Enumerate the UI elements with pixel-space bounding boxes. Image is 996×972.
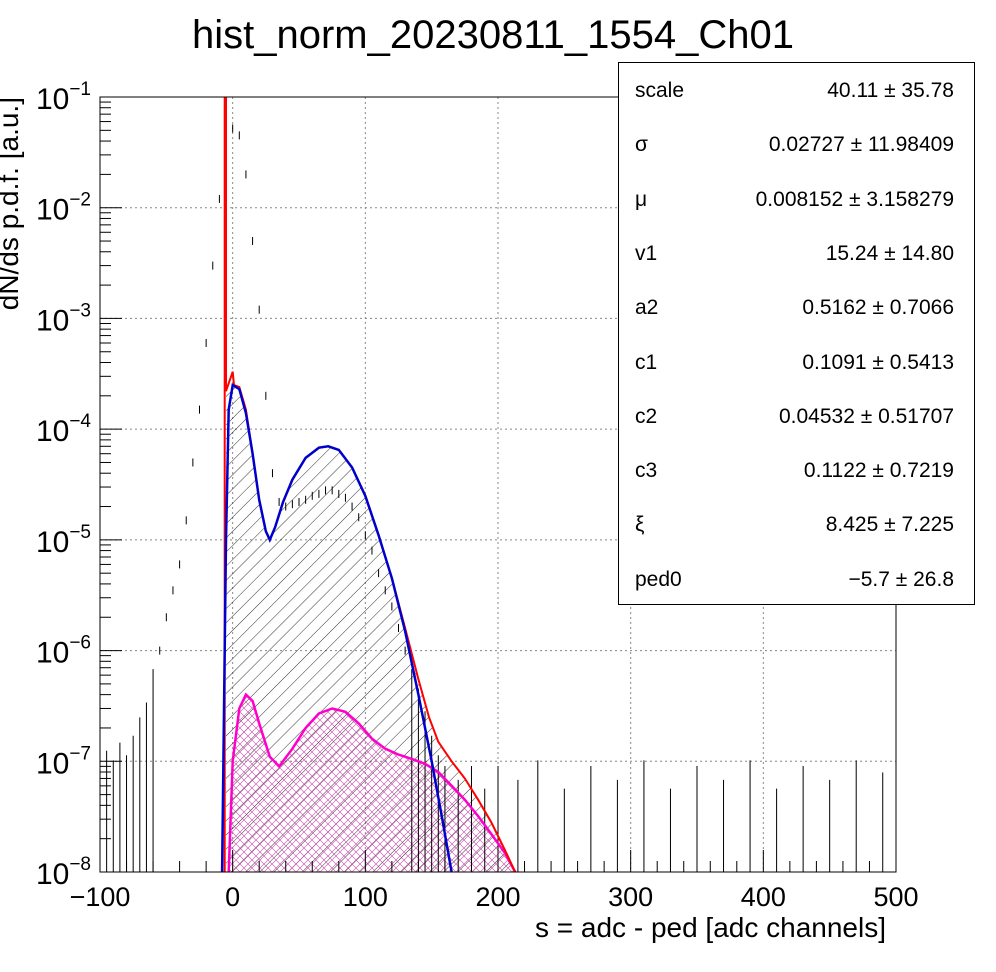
stats-row: μ 0.008152 ± 3.158279 bbox=[619, 172, 974, 226]
y-tick-label: 10−6 bbox=[36, 633, 91, 670]
x-tick-label: 200 bbox=[475, 882, 520, 912]
stats-param-name: c2 bbox=[635, 404, 658, 428]
fit-curves bbox=[220, 97, 517, 872]
stats-row: c2 0.04532 ± 0.51707 bbox=[619, 389, 974, 443]
stats-row: ξ 8.425 ± 7.225 bbox=[619, 497, 974, 551]
y-axis-label: dN/ds p.d.f. [a.u.] bbox=[0, 97, 24, 310]
x-tick-label: 500 bbox=[873, 882, 918, 912]
y-tick-label: 10−5 bbox=[36, 522, 91, 559]
stats-param-value: 0.008152 ± 3.158279 bbox=[755, 187, 954, 211]
y-tick-label: 10−4 bbox=[36, 411, 91, 448]
x-axis: −100 0 100 200 300 400 500 bbox=[70, 850, 919, 912]
stats-param-value: 0.02727 ± 11.98409 bbox=[768, 133, 954, 157]
stats-param-name: v1 bbox=[635, 241, 658, 265]
signal-fit-curve bbox=[220, 383, 453, 872]
y-axis: 10−1 10−2 10−3 10−4 10−5 10−6 10−7 10−8 bbox=[36, 79, 122, 891]
stats-param-value: 8.425 ± 7.225 bbox=[825, 513, 954, 537]
stats-row: ped0 −5.7 ± 26.8 bbox=[619, 552, 974, 606]
stats-row: c3 0.1122 ± 0.7219 bbox=[619, 443, 974, 497]
stats-param-name: c3 bbox=[635, 459, 658, 483]
stats-row: c1 0.1091 ± 0.5413 bbox=[619, 335, 974, 389]
stats-param-name: μ bbox=[635, 187, 648, 211]
stats-param-value: 0.5162 ± 0.7066 bbox=[802, 296, 954, 320]
stats-row: σ 0.02727 ± 11.98409 bbox=[619, 117, 974, 171]
stats-param-value: 15.24 ± 14.80 bbox=[825, 241, 954, 265]
y-tick-label: 10−7 bbox=[36, 743, 91, 780]
x-tick-label: 400 bbox=[741, 882, 786, 912]
background-fit-curve bbox=[227, 692, 517, 872]
y-tick-label: 10−3 bbox=[36, 300, 91, 337]
stats-param-value: 40.11 ± 35.78 bbox=[827, 79, 954, 102]
stats-row: scale 40.11 ± 35.78 bbox=[619, 63, 974, 117]
stats-row: a2 0.5162 ± 0.7066 bbox=[619, 280, 974, 334]
x-tick-label: −100 bbox=[70, 882, 131, 912]
stats-param-name: σ bbox=[635, 133, 648, 157]
fit-stats-box: scale 40.11 ± 35.78 σ 0.02727 ± 11.98409 μ 0.… bbox=[618, 62, 975, 605]
y-tick-label: 10−8 bbox=[36, 854, 91, 891]
x-tick-label: 0 bbox=[225, 882, 240, 912]
stats-param-value: 0.04532 ± 0.51707 bbox=[778, 404, 954, 428]
stats-param-name: a2 bbox=[635, 296, 659, 320]
x-tick-label: 300 bbox=[608, 882, 653, 912]
stats-row: v1 15.24 ± 14.80 bbox=[619, 226, 974, 280]
stats-param-name: ped0 bbox=[635, 567, 682, 591]
stats-param-name: scale bbox=[635, 79, 685, 102]
y-tick-label: 10−1 bbox=[36, 79, 91, 116]
x-axis-label: s = adc - ped [adc channels] bbox=[535, 912, 886, 943]
data-points bbox=[100, 124, 884, 872]
stats-param-value: 0.1122 ± 0.7219 bbox=[803, 459, 954, 483]
stats-param-name: ξ bbox=[635, 513, 645, 537]
stats-param-value: −5.7 ± 26.8 bbox=[848, 567, 954, 591]
stats-param-value: 0.1091 ± 0.5413 bbox=[802, 350, 954, 374]
stats-param-name: c1 bbox=[635, 350, 658, 374]
x-tick-label: 100 bbox=[343, 882, 388, 912]
chart-title: hist_norm_20230811_1554_Ch01 bbox=[192, 13, 794, 57]
y-tick-label: 10−2 bbox=[36, 190, 91, 227]
